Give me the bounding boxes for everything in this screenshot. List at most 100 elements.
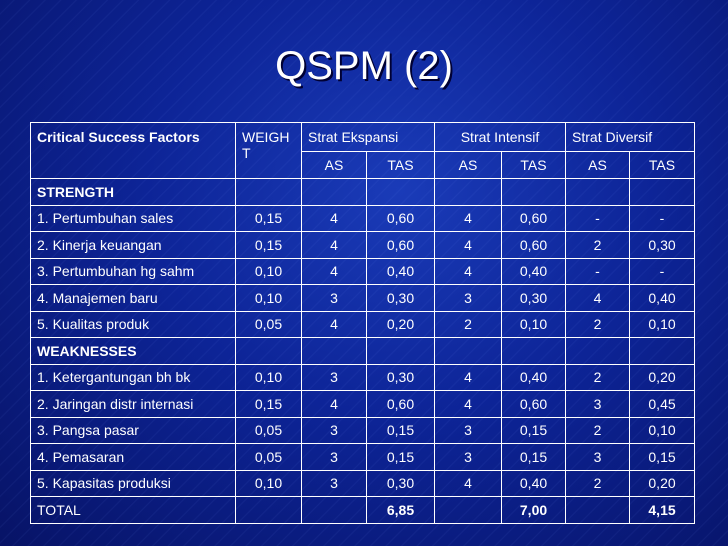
total-diversif: 4,15 bbox=[629, 496, 696, 524]
tas-cell: 0,30 bbox=[629, 231, 696, 259]
as-cell: 2 bbox=[565, 416, 631, 444]
tas-cell: 0,40 bbox=[365, 257, 436, 285]
tas-cell: 0,60 bbox=[365, 231, 436, 259]
weight-cell: 0,05 bbox=[235, 310, 302, 338]
tas-cell: 0,60 bbox=[365, 204, 436, 232]
as-cell: 3 bbox=[301, 469, 367, 497]
tas-cell: 0,20 bbox=[365, 310, 436, 338]
tas-cell: 0,20 bbox=[629, 469, 696, 497]
as-cell: 4 bbox=[434, 204, 503, 232]
subheader-tas: TAS bbox=[501, 151, 567, 179]
slide-title: QSPM (2) bbox=[275, 44, 453, 88]
total-label: TOTAL bbox=[30, 496, 236, 524]
tas-cell: 0,10 bbox=[501, 310, 567, 338]
table-row: 3. Pertumbuhan hg sahm 0,10 4 0,40 4 0,40- - bbox=[30, 257, 696, 285]
tas-cell: 0,40 bbox=[501, 469, 567, 497]
as-cell: 4 bbox=[565, 284, 631, 312]
tas-cell: 0,15 bbox=[501, 416, 567, 444]
factor-name: 4. Manajemen baru bbox=[30, 284, 236, 312]
tas-cell: 0,60 bbox=[365, 390, 436, 418]
weight-cell: 0,15 bbox=[235, 204, 302, 232]
as-cell: 4 bbox=[434, 257, 503, 285]
tas-cell: 0,40 bbox=[629, 284, 696, 312]
weight-cell: 0,05 bbox=[235, 443, 302, 471]
factor-name: 5. Kapasitas produksi bbox=[30, 469, 236, 497]
tas-cell: 0,60 bbox=[501, 204, 567, 232]
table-row: 5. Kapasitas produksi 0,10 3 0,30 4 0,40 2 0,20 bbox=[30, 469, 696, 497]
weight-cell: 0,10 bbox=[235, 284, 302, 312]
tas-cell: 0,30 bbox=[365, 284, 436, 312]
table-row: 2. Kinerja keuangan 0,15 4 0,60 4 0,60 2 0,30 bbox=[30, 231, 696, 259]
as-cell: 4 bbox=[434, 231, 503, 259]
subheader-tas: TAS bbox=[629, 151, 696, 179]
as-cell: 3 bbox=[434, 443, 503, 471]
as-cell: 4 bbox=[434, 469, 503, 497]
factor-name: 3. Pangsa pasar bbox=[30, 416, 236, 444]
table-row: 5. Kualitas produk 0,05 4 0,20 2 0,10 2 0,10 bbox=[30, 310, 696, 338]
table-row: 4. Pemasaran 0,05 3 0,15 3 0,15 3 0,15 bbox=[30, 443, 696, 471]
factor-name: 4. Pemasaran bbox=[30, 443, 236, 471]
header-row: Critical Success Factors WEIGHT Strat Ek… bbox=[30, 122, 696, 179]
header-weight: WEIGHT bbox=[235, 122, 302, 179]
tas-cell: 0,15 bbox=[365, 416, 436, 444]
weight-cell: 0,15 bbox=[235, 231, 302, 259]
as-cell: - bbox=[565, 204, 631, 232]
header-strat-diversif: Strat Diversif bbox=[565, 122, 696, 152]
as-cell: 4 bbox=[434, 390, 503, 418]
header-factor: Critical Success Factors bbox=[30, 122, 236, 179]
tas-cell: 0,10 bbox=[629, 416, 696, 444]
as-cell: 4 bbox=[301, 231, 367, 259]
header-strat-ekspansi: Strat Ekspansi bbox=[300, 122, 436, 152]
as-cell: 4 bbox=[434, 363, 503, 391]
factor-name: 1. Ketergantungan bh bk bbox=[30, 363, 236, 391]
as-cell: 3 bbox=[434, 284, 503, 312]
weakness-rows: 1. Ketergantungan bh bk 0,10 3 0,30 4 0,40 2 0,… bbox=[30, 363, 696, 497]
as-cell: 3 bbox=[565, 443, 631, 471]
total-ekspansi: 6,85 bbox=[365, 496, 436, 524]
subheader-as: AS bbox=[434, 151, 503, 179]
tas-cell: 0,15 bbox=[365, 443, 436, 471]
as-cell: - bbox=[565, 257, 631, 285]
factor-name: 3. Pertumbuhan hg sahm bbox=[30, 257, 236, 285]
weight-cell: 0,05 bbox=[235, 416, 302, 444]
factor-name: 1. Pertumbuhan sales bbox=[30, 204, 236, 232]
as-cell: 3 bbox=[565, 390, 631, 418]
subheader-tas: TAS bbox=[365, 151, 436, 179]
tas-cell: 0,20 bbox=[629, 363, 696, 391]
as-cell: 4 bbox=[301, 257, 367, 285]
tas-cell: 0,30 bbox=[365, 469, 436, 497]
section-row-weakness: WEAKNESSES bbox=[30, 337, 696, 365]
total-intensif: 7,00 bbox=[501, 496, 567, 524]
table-row: 2. Jaringan distr internasi 0,15 4 0,60 4 0,6… bbox=[30, 390, 696, 418]
as-cell: 2 bbox=[565, 310, 631, 338]
header-strat-intensif: Strat Intensif bbox=[434, 122, 567, 152]
as-cell: 3 bbox=[434, 416, 503, 444]
tas-cell: - bbox=[629, 257, 696, 285]
as-cell: 2 bbox=[565, 231, 631, 259]
section-label: STRENGTH bbox=[30, 178, 236, 206]
weight-cell: 0,10 bbox=[235, 257, 302, 285]
tas-cell: 0,15 bbox=[629, 443, 696, 471]
tas-cell: 0,15 bbox=[501, 443, 567, 471]
as-cell: 4 bbox=[301, 204, 367, 232]
tas-cell: 0,10 bbox=[629, 310, 696, 338]
tas-cell: 0,45 bbox=[629, 390, 696, 418]
tas-cell: 0,30 bbox=[365, 363, 436, 391]
tas-cell: 0,60 bbox=[501, 231, 567, 259]
tas-cell: 0,30 bbox=[501, 284, 567, 312]
tas-cell: - bbox=[629, 204, 696, 232]
factor-name: 2. Jaringan distr internasi bbox=[30, 390, 236, 418]
as-cell: 3 bbox=[301, 443, 367, 471]
subheader-as: AS bbox=[565, 151, 631, 179]
as-cell: 4 bbox=[301, 310, 367, 338]
as-cell: 3 bbox=[301, 284, 367, 312]
strength-rows: 1. Pertumbuhan sales 0,15 4 0,60 4 0,60- -2. K… bbox=[30, 204, 696, 338]
as-cell: 3 bbox=[301, 363, 367, 391]
as-cell: 4 bbox=[301, 390, 367, 418]
subheader-as: AS bbox=[301, 151, 367, 179]
tas-cell: 0,40 bbox=[501, 257, 567, 285]
section-row-strength: STRENGTH bbox=[30, 178, 696, 206]
section-label: WEAKNESSES bbox=[30, 337, 236, 365]
tas-cell: 0,60 bbox=[501, 390, 567, 418]
weight-cell: 0,10 bbox=[235, 363, 302, 391]
